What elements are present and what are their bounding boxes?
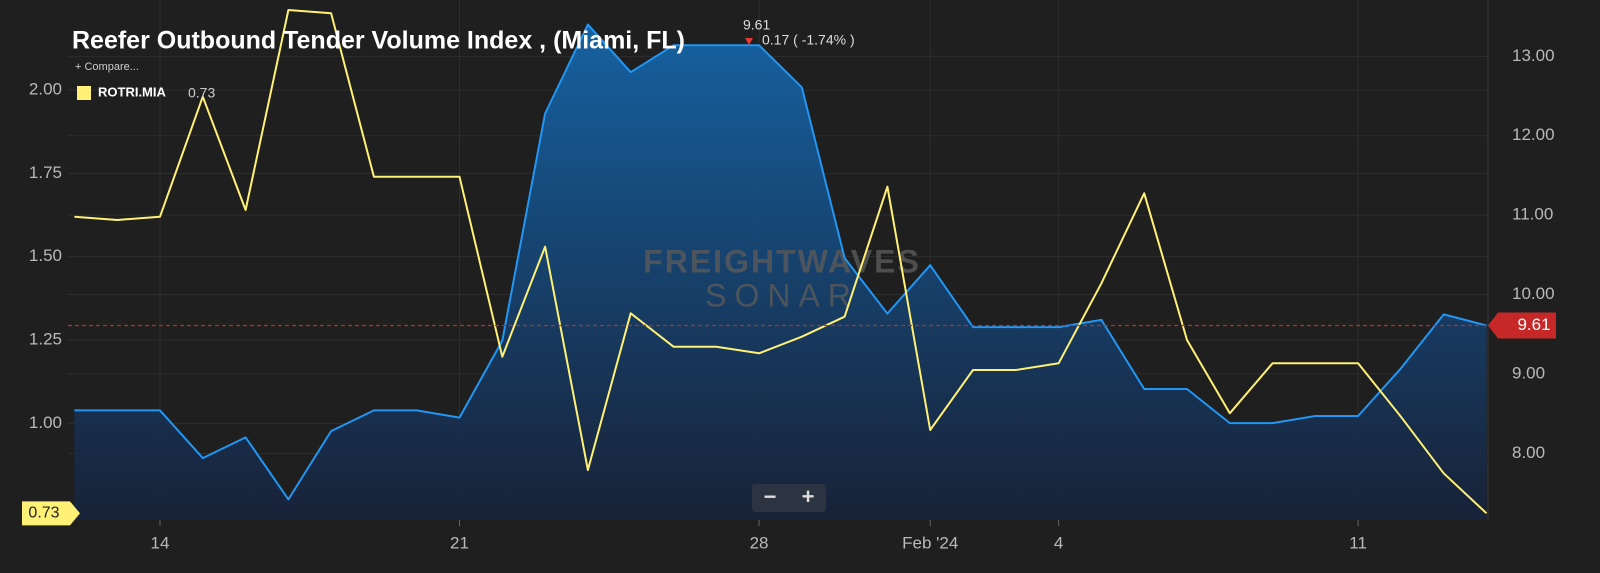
change-label: 0.17 ( -1.74% ) — [762, 32, 855, 48]
y-tick-label: 1.50 — [29, 246, 62, 265]
y2-tick-label: 11.00 — [1512, 205, 1553, 224]
y2-tick-label: 12.00 — [1512, 125, 1555, 144]
legend-swatch — [77, 86, 91, 100]
y-tick-label: 1.00 — [29, 413, 62, 432]
header-value: 9.61 — [743, 17, 770, 33]
watermark: SONAR — [705, 277, 859, 313]
down-arrow — [745, 38, 753, 45]
chart-title: Reefer Outbound Tender Volume Index , (M… — [72, 27, 685, 55]
legend-value: 0.73 — [188, 85, 215, 101]
last-value-label: 0.73 — [28, 505, 59, 522]
last-value-label: 9.61 — [1517, 315, 1550, 334]
y2-tick-label: 13.00 — [1512, 46, 1555, 65]
y-tick-label: 2.00 — [29, 79, 62, 98]
y-tick-label: 1.75 — [29, 163, 62, 182]
x-tick-label: Feb '24 — [902, 533, 958, 552]
x-tick-label: 11 — [1349, 533, 1367, 552]
x-tick-label: 14 — [151, 533, 170, 552]
zoom-button[interactable]: − — [764, 484, 777, 509]
line — [74, 23, 1487, 501]
zoom-panel — [752, 484, 826, 512]
y2-tick-label: 8.00 — [1512, 443, 1545, 462]
legend-label: ROTRI.MIA — [98, 84, 166, 99]
zoom-button[interactable]: + — [802, 484, 815, 509]
line — [74, 9, 1488, 515]
y2-tick-label: 10.00 — [1512, 284, 1555, 303]
y-tick-label: 1.25 — [29, 329, 62, 348]
compare-button[interactable]: + Compare... — [75, 61, 139, 73]
area — [74, 24, 1487, 520]
x-tick-label: 28 — [750, 533, 769, 552]
last-value-badge — [22, 501, 80, 526]
last-value-badge — [1488, 312, 1556, 339]
watermark: FREIGHTWAVES — [643, 243, 921, 279]
x-tick-label: 4 — [1054, 533, 1063, 552]
x-tick-label: 21 — [450, 533, 469, 552]
y2-tick-label: 9.00 — [1512, 363, 1545, 382]
